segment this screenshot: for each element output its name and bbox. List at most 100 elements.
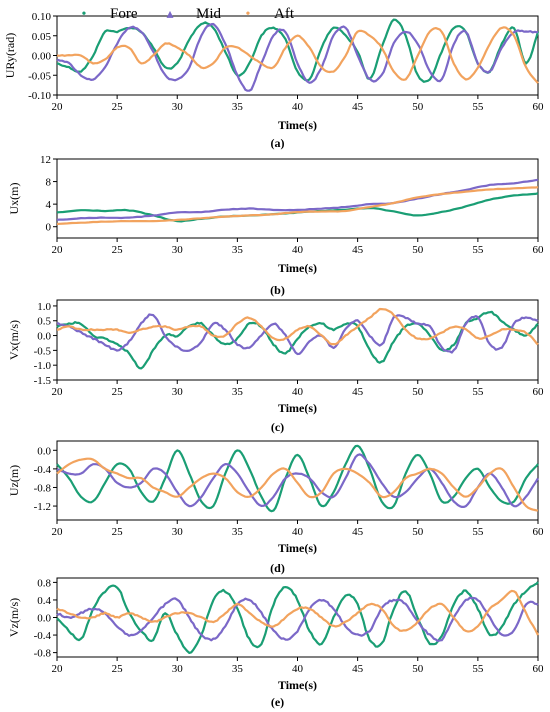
y-tick-label: -0.05 bbox=[28, 70, 51, 82]
x-tick-label: 40 bbox=[292, 244, 304, 256]
legend-label-fore: Fore bbox=[110, 6, 138, 22]
y-tick-label: 0.10 bbox=[32, 11, 52, 23]
x-tick-label: 40 bbox=[292, 663, 304, 675]
series-line-mid bbox=[56, 22, 538, 92]
x-tick-label: 35 bbox=[232, 101, 244, 113]
x-tick-label: 35 bbox=[232, 526, 244, 538]
x-tick-label: 35 bbox=[232, 244, 244, 256]
series-line-fore bbox=[56, 310, 539, 370]
y-tick-label: 0.8 bbox=[37, 577, 51, 589]
x-tick-label: 45 bbox=[352, 663, 364, 675]
x-tick-label: 60 bbox=[533, 526, 545, 538]
x-tick-label: 30 bbox=[172, 244, 184, 256]
y-tick-label: 0.05 bbox=[32, 31, 52, 43]
series-line-aft bbox=[56, 26, 539, 84]
panel-label: (d) bbox=[270, 561, 285, 575]
series-line-fore bbox=[56, 581, 539, 654]
x-tick-label: 60 bbox=[533, 244, 545, 256]
x-tick-label: 60 bbox=[533, 386, 545, 398]
x-tick-label: 55 bbox=[472, 244, 484, 256]
y-tick-label: -0.5 bbox=[34, 345, 52, 357]
x-tick-label: 40 bbox=[292, 101, 304, 113]
y-tick-label: 0.5 bbox=[37, 316, 51, 328]
y-tick-label: -0.4 bbox=[34, 464, 52, 476]
y-tick-label: 0.0 bbox=[37, 613, 51, 625]
x-tick-label: 25 bbox=[112, 101, 124, 113]
y-axis-label: URy(rad) bbox=[3, 33, 17, 79]
legend-label-aft: Aft bbox=[274, 6, 295, 22]
x-tick-label: 40 bbox=[292, 386, 304, 398]
legend-label-mid: Mid bbox=[196, 6, 222, 22]
x-tick-label: 40 bbox=[292, 526, 304, 538]
y-tick-label: 4 bbox=[46, 199, 52, 211]
series-line-aft bbox=[57, 307, 539, 346]
x-tick-label: 30 bbox=[172, 101, 184, 113]
x-tick-label: 60 bbox=[533, 101, 545, 113]
x-tick-label: 25 bbox=[112, 386, 124, 398]
x-tick-label: 20 bbox=[52, 386, 64, 398]
y-tick-label: -0.8 bbox=[34, 482, 52, 494]
y-tick-label: -1.0 bbox=[34, 360, 52, 372]
x-tick-label: 35 bbox=[232, 386, 244, 398]
x-tick-label: 20 bbox=[52, 526, 64, 538]
y-tick-label: 1.0 bbox=[37, 301, 51, 313]
series-line-aft bbox=[56, 589, 539, 636]
x-tick-label: 50 bbox=[412, 244, 424, 256]
x-tick-label: 20 bbox=[52, 663, 64, 675]
x-tick-label: 55 bbox=[472, 526, 484, 538]
series-line-mid bbox=[56, 178, 539, 221]
x-tick-label: 25 bbox=[112, 663, 124, 675]
panel-label: (a) bbox=[271, 136, 285, 150]
x-tick-label: 55 bbox=[472, 663, 484, 675]
x-tick-label: 55 bbox=[472, 101, 484, 113]
x-tick-label: 45 bbox=[352, 101, 364, 113]
x-axis-label: Time(s) bbox=[278, 118, 317, 132]
y-tick-label: -0.10 bbox=[28, 90, 51, 102]
y-axis-label: Ux(m) bbox=[7, 183, 21, 215]
x-axis-label: Time(s) bbox=[278, 678, 317, 692]
plot-frame bbox=[56, 440, 539, 521]
x-tick-label: 50 bbox=[412, 663, 424, 675]
series-line-mid bbox=[56, 313, 539, 356]
x-tick-label: 55 bbox=[472, 386, 484, 398]
x-tick-label: 45 bbox=[352, 386, 364, 398]
panel-label: (e) bbox=[271, 695, 284, 709]
x-tick-label: 35 bbox=[232, 663, 244, 675]
series-line-mid bbox=[56, 453, 539, 508]
x-tick-label: 30 bbox=[172, 663, 184, 675]
panel-label: (b) bbox=[270, 283, 285, 297]
y-tick-label: -0.4 bbox=[34, 630, 52, 642]
plot-frame bbox=[56, 158, 539, 239]
x-tick-label: 25 bbox=[112, 526, 124, 538]
y-tick-label: -1.5 bbox=[34, 375, 52, 387]
y-tick-label: 0.0 bbox=[37, 331, 51, 343]
legend-marker-mid: ▴ bbox=[166, 7, 173, 22]
x-tick-label: 25 bbox=[112, 244, 124, 256]
y-tick-label: -1.2 bbox=[34, 501, 51, 513]
series-line-aft bbox=[56, 186, 539, 226]
series-line-mid bbox=[56, 596, 539, 643]
series-line-aft bbox=[56, 457, 539, 512]
legend-marker-aft: • bbox=[246, 7, 251, 22]
x-tick-label: 50 bbox=[412, 386, 424, 398]
x-tick-label: 45 bbox=[352, 526, 364, 538]
x-tick-label: 20 bbox=[52, 244, 64, 256]
y-tick-label: 8 bbox=[46, 177, 52, 189]
y-axis-label: Vx(m/s) bbox=[7, 320, 21, 360]
x-axis-label: Time(s) bbox=[278, 261, 317, 275]
panel-label: (c) bbox=[271, 420, 284, 434]
x-tick-label: 60 bbox=[533, 663, 545, 675]
legend-marker-fore: • bbox=[82, 7, 87, 22]
x-tick-label: 45 bbox=[352, 244, 364, 256]
x-tick-label: 30 bbox=[172, 386, 184, 398]
x-tick-label: 50 bbox=[412, 101, 424, 113]
y-tick-label: -0.8 bbox=[34, 648, 52, 660]
y-tick-label: 0.4 bbox=[37, 595, 51, 607]
y-tick-label: 0.00 bbox=[32, 51, 52, 63]
y-tick-label: 12 bbox=[40, 154, 51, 166]
y-tick-label: 0 bbox=[46, 222, 52, 234]
x-axis-label: Time(s) bbox=[278, 401, 317, 415]
x-tick-label: 50 bbox=[412, 526, 424, 538]
y-tick-label: 0.0 bbox=[37, 445, 51, 457]
